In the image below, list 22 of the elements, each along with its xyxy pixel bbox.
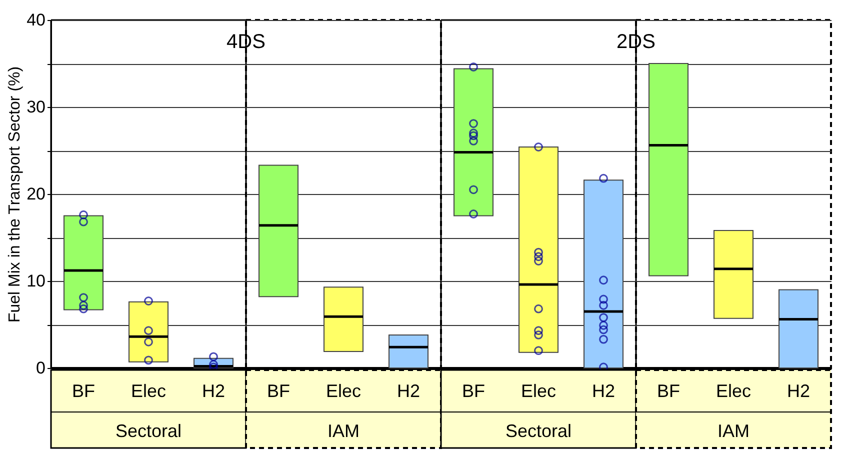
x-tick-label: BF [72, 381, 96, 401]
x-tick-label: Elec [326, 381, 362, 401]
text: IAM [717, 421, 750, 441]
text: Sectoral [115, 421, 182, 441]
x-tick-label: Elec [130, 381, 166, 401]
x-tick-label: H2 [786, 381, 810, 401]
x-tick-label: H2 [592, 381, 616, 401]
text: Sectoral [505, 421, 572, 441]
y-tick-label: 20 [26, 184, 46, 204]
y-tick-label: 40 [26, 10, 46, 30]
x-tick-label: H2 [202, 381, 226, 401]
y-tick-label: 0 [36, 358, 46, 378]
x-tick-label: Elec [520, 381, 556, 401]
y-tick-label: 30 [26, 98, 46, 116]
x-tick-label: BF [656, 381, 680, 401]
y-axis-title: Fuel Mix in the Transport Sector (%) [6, 66, 24, 323]
x-tick-label: Elec [716, 381, 752, 401]
text: IAM [327, 421, 360, 441]
y-tick-label: 10 [26, 272, 46, 290]
x-tick-label: BF [266, 381, 290, 401]
x-tick-label: BF [462, 381, 486, 401]
x-tick-label: H2 [396, 381, 420, 401]
